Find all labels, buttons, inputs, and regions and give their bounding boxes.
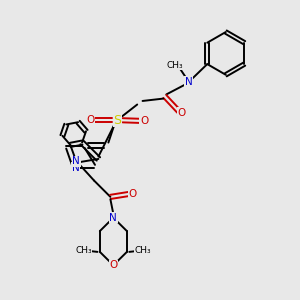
Text: O: O	[109, 260, 118, 270]
Text: O: O	[129, 189, 137, 199]
Text: CH₃: CH₃	[135, 246, 152, 255]
Text: O: O	[140, 116, 148, 126]
Text: N: N	[72, 163, 80, 173]
Text: CH₃: CH₃	[167, 61, 184, 70]
Text: O: O	[177, 108, 185, 118]
Text: N: N	[110, 213, 117, 223]
Text: O: O	[86, 115, 95, 125]
Text: N: N	[185, 76, 193, 87]
Text: S: S	[113, 114, 121, 127]
Text: N: N	[72, 156, 80, 166]
Text: CH₃: CH₃	[75, 246, 92, 255]
